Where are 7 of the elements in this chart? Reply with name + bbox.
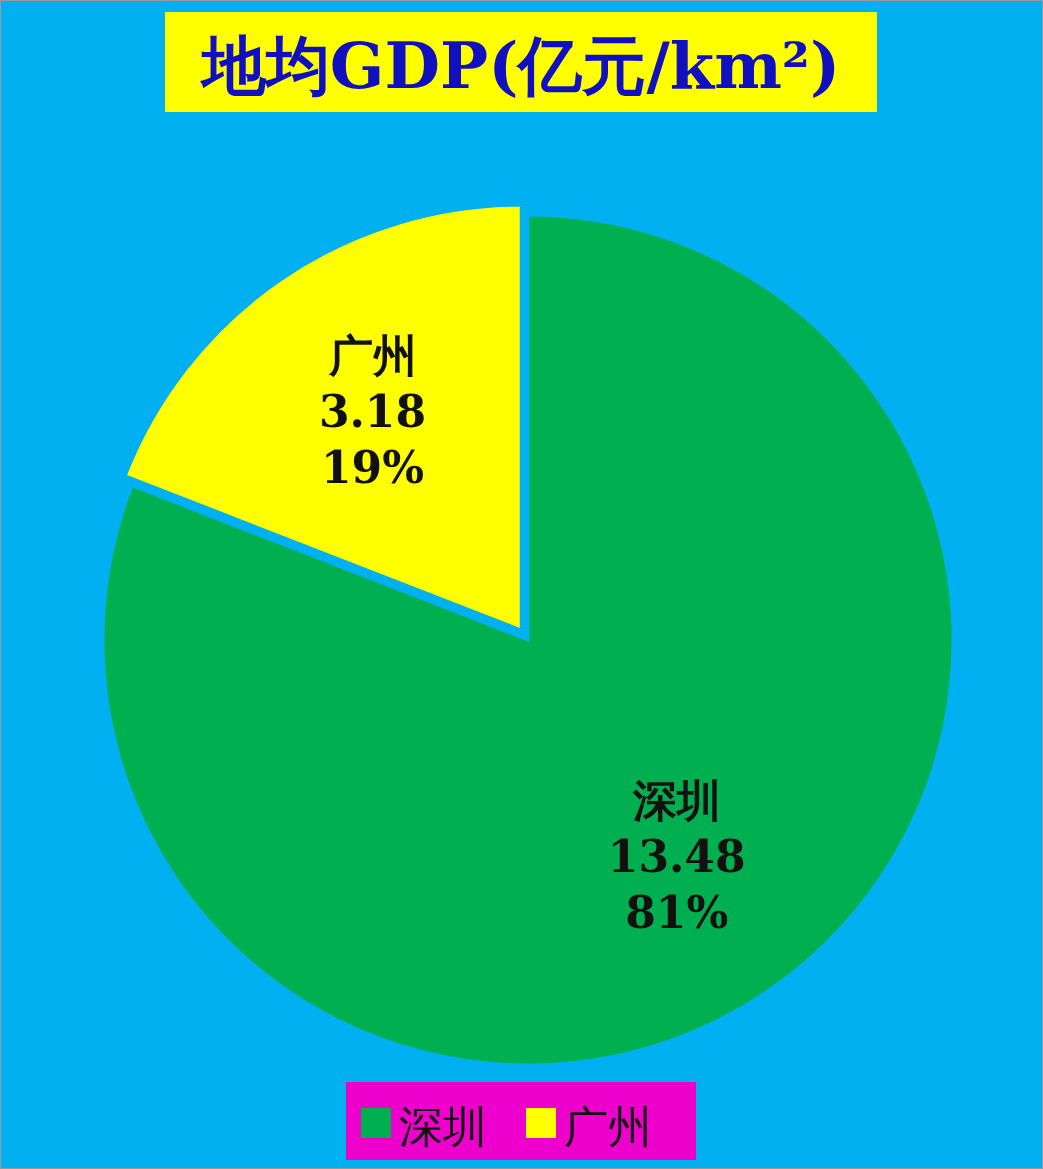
- legend-label: 深圳: [399, 1101, 487, 1152]
- data-label: 3.18 19%: [318, 385, 427, 493]
- slice-label: 深圳: [631, 774, 721, 826]
- slice-label: 广州: [327, 329, 417, 381]
- chart-title: 地均GDP(亿元/km²): [198, 28, 841, 103]
- legend-label: 广州: [564, 1101, 652, 1152]
- data-label: 13.48 81%: [607, 830, 746, 938]
